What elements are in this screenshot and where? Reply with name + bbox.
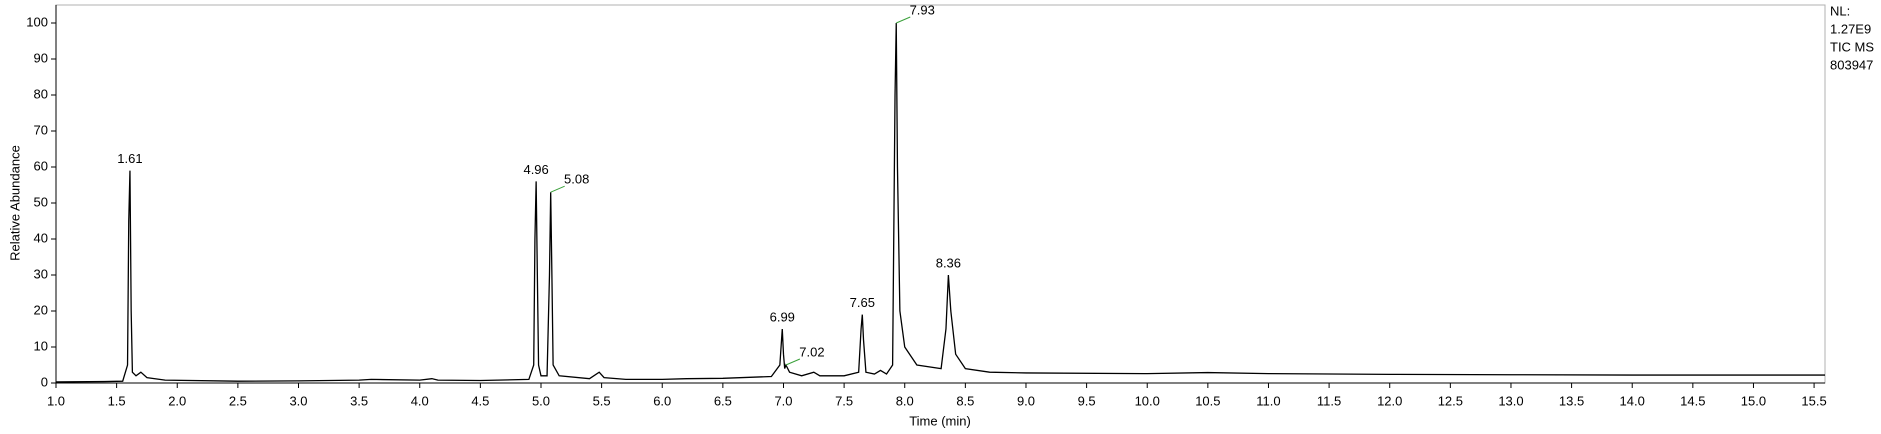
x-tick-label: 15.5 — [1801, 393, 1826, 408]
x-tick-label: 9.0 — [1017, 393, 1035, 408]
side-info: TIC MS — [1830, 39, 1874, 54]
x-tick-label: 8.5 — [956, 393, 974, 408]
peak-label: 4.96 — [523, 162, 548, 177]
y-tick-label: 30 — [34, 266, 48, 281]
x-tick-label: 8.0 — [896, 393, 914, 408]
y-tick-label: 10 — [34, 338, 48, 353]
x-tick-label: 12.5 — [1438, 393, 1463, 408]
y-tick-label: 70 — [34, 122, 48, 137]
peak-label: 8.36 — [936, 255, 961, 270]
x-tick-label: 1.5 — [108, 393, 126, 408]
x-tick-label: 12.0 — [1377, 393, 1402, 408]
x-tick-label: 6.0 — [653, 393, 671, 408]
side-info: NL: — [1830, 3, 1850, 18]
x-tick-label: 5.0 — [532, 393, 550, 408]
x-tick-label: 6.5 — [714, 393, 732, 408]
x-tick-label: 14.0 — [1620, 393, 1645, 408]
x-tick-label: 2.0 — [168, 393, 186, 408]
x-tick-label: 9.5 — [1078, 393, 1096, 408]
y-tick-label: 80 — [34, 86, 48, 101]
x-tick-label: 4.0 — [411, 393, 429, 408]
annotation-leader — [550, 185, 565, 193]
x-tick-label: 1.0 — [47, 393, 65, 408]
peak-label: 7.02 — [799, 344, 824, 359]
peak-label: 1.61 — [117, 151, 142, 166]
y-tick-label: 90 — [34, 50, 48, 65]
x-axis-label: Time (min) — [909, 413, 971, 428]
peak-label: 6.99 — [770, 309, 795, 324]
x-tick-label: 5.5 — [593, 393, 611, 408]
x-tick-label: 14.5 — [1680, 393, 1705, 408]
x-tick-label: 4.5 — [471, 393, 489, 408]
x-tick-label: 11.0 — [1256, 393, 1280, 408]
x-tick-label: 3.5 — [350, 393, 368, 408]
x-tick-label: 15.0 — [1741, 393, 1766, 408]
x-tick-label: 2.5 — [229, 393, 247, 408]
x-tick-label: 7.0 — [774, 393, 792, 408]
side-info: 1.27E9 — [1830, 21, 1871, 36]
peak-label: 7.93 — [910, 2, 935, 17]
y-tick-label: 40 — [34, 230, 48, 245]
plot-frame — [55, 4, 1826, 384]
annotation-leader — [896, 16, 911, 24]
x-tick-label: 10.0 — [1135, 393, 1160, 408]
peak-label: 7.65 — [850, 295, 875, 310]
y-tick-label: 100 — [26, 14, 48, 29]
x-tick-label: 13.5 — [1559, 393, 1584, 408]
x-tick-label: 13.0 — [1498, 393, 1523, 408]
x-tick-label: 3.0 — [289, 393, 307, 408]
y-tick-label: 60 — [34, 158, 48, 173]
y-tick-label: 0 — [41, 374, 48, 389]
side-info: 803947 — [1830, 57, 1873, 72]
annotation-leader — [785, 358, 801, 366]
x-tick-label: 7.5 — [835, 393, 853, 408]
peak-label: 5.08 — [564, 172, 589, 187]
x-tick-label: 10.5 — [1195, 393, 1220, 408]
x-tick-label: 11.5 — [1317, 393, 1341, 408]
trace — [55, 22, 1825, 383]
y-axis-label: Relative Abundance — [7, 145, 22, 261]
y-tick-label: 20 — [34, 302, 48, 317]
y-tick-label: 50 — [34, 194, 48, 209]
